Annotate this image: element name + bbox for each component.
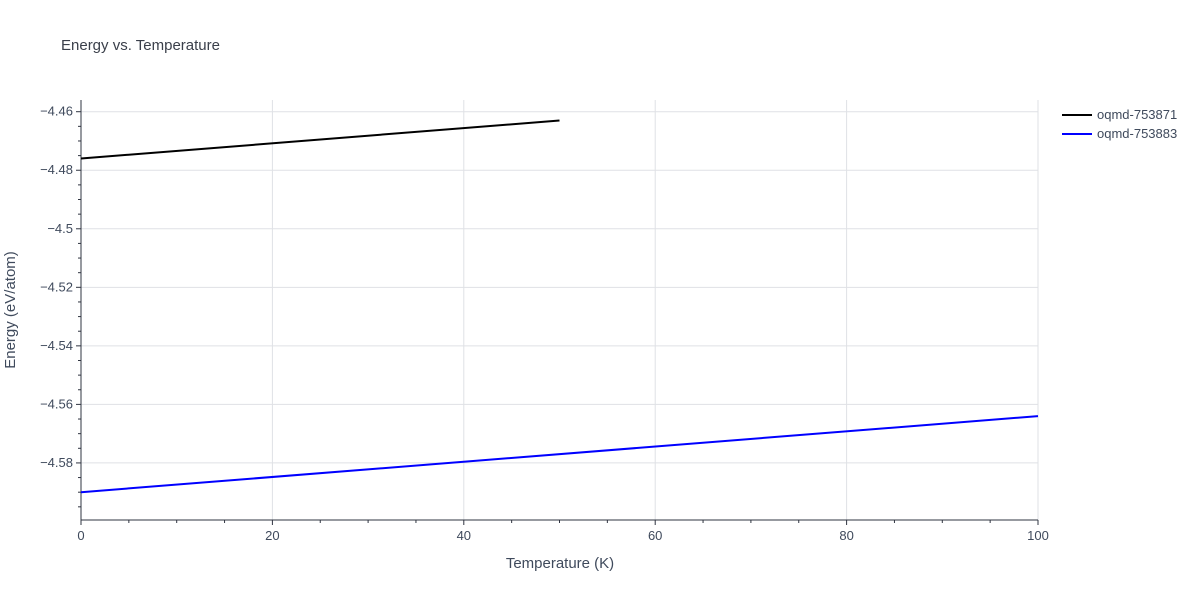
x-tick-label: 0 (77, 528, 84, 543)
x-tick-label: 100 (1027, 528, 1049, 543)
axes: 0 20 40 60 80 100 −4.46 −4.48 −4.5 −4.52 −4.54 −4.5… (40, 100, 1049, 543)
x-tick-label: 80 (839, 528, 853, 543)
legend-label-2: oqmd-753883 (1097, 126, 1177, 141)
y-tick-label: −4.48 (40, 162, 73, 177)
series-line-2 (80, 415, 1039, 494)
y-tick-label: −4.56 (40, 396, 73, 411)
y-tick-label: −4.5 (47, 221, 73, 236)
x-tick-label: 40 (457, 528, 471, 543)
series-line-1 (80, 119, 560, 160)
grid (81, 100, 1039, 520)
y-axis-title: Energy (eV/atom) (2, 251, 19, 369)
y-tick-label: −4.52 (40, 279, 73, 294)
x-tick-label: 20 (265, 528, 279, 543)
series-lines (80, 119, 1039, 494)
legend-label-1: oqmd-753871 (1097, 107, 1177, 122)
chart-title: Energy vs. Temperature (61, 37, 220, 54)
y-tick-label: −4.54 (40, 338, 73, 353)
x-tick-label: 60 (648, 528, 662, 543)
x-axis-title: Temperature (K) (506, 555, 614, 572)
y-tick-label: −4.46 (40, 104, 73, 119)
y-tick-label: −4.58 (40, 455, 73, 470)
legend: oqmd-753871 oqmd-753883 (1062, 107, 1177, 141)
